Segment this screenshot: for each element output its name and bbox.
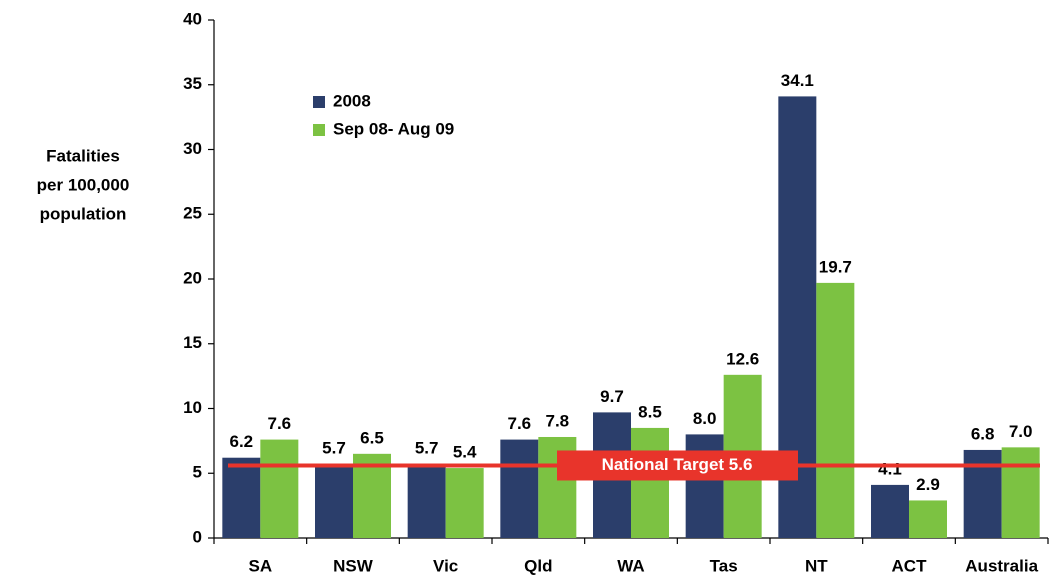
value-label: 7.6 [268,414,292,433]
bar [909,500,947,538]
value-label: 8.0 [693,409,717,428]
bar [315,464,353,538]
x-tick-label: NSW [333,556,374,575]
value-label: 5.4 [453,443,477,462]
value-label: 4.1 [878,459,902,478]
legend-swatch [313,124,325,136]
x-tick-label: Tas [710,556,738,575]
x-tick-label: Qld [524,556,552,575]
y-tick-label: 20 [183,268,202,287]
value-label: 5.7 [322,439,346,458]
y-tick-label: 30 [183,139,202,158]
y-tick-label: 40 [183,9,202,28]
bar [222,457,261,538]
x-tick-label: WA [617,556,644,575]
target-label: National Target 5.6 [602,455,753,474]
bar [871,484,909,538]
x-tick-label: Australia [965,556,1038,575]
value-label: 6.2 [230,432,254,451]
y-tick-label: 0 [193,527,202,546]
x-tick-label: SA [249,556,273,575]
legend-swatch [313,96,325,108]
value-label: 7.0 [1009,422,1033,441]
value-label: 9.7 [600,387,624,406]
bar [816,282,855,538]
value-label: 7.6 [508,414,532,433]
value-label: 6.8 [971,424,995,443]
value-label: 8.5 [638,402,662,421]
y-axis-label: Fatalities [46,146,120,165]
value-label: 6.5 [360,428,384,447]
x-tick-label: Vic [433,556,458,575]
value-label: 2.9 [916,475,940,494]
y-axis-label: per 100,000 [37,175,130,194]
y-tick-label: 35 [183,74,202,93]
value-label: 19.7 [819,257,852,276]
value-label: 12.6 [726,349,759,368]
bar [407,464,446,538]
x-tick-label: ACT [892,556,928,575]
value-label: 7.8 [546,411,570,430]
y-tick-label: 5 [193,463,202,482]
legend-label: 2008 [333,91,371,110]
y-axis-label: population [40,204,127,223]
legend-label: Sep 08- Aug 09 [333,119,454,138]
bar [685,434,724,538]
bar [353,453,391,538]
y-tick-label: 10 [183,398,202,417]
y-tick-label: 25 [183,204,202,223]
x-tick-label: NT [805,556,828,575]
bar [963,449,1002,538]
target-label-box [557,450,798,481]
bar [1001,447,1040,538]
bar [500,439,539,538]
bar [445,468,484,538]
bar [631,427,669,538]
bar [260,439,299,538]
value-label: 5.7 [415,439,439,458]
y-tick-label: 15 [183,333,202,352]
value-label: 34.1 [781,71,814,90]
